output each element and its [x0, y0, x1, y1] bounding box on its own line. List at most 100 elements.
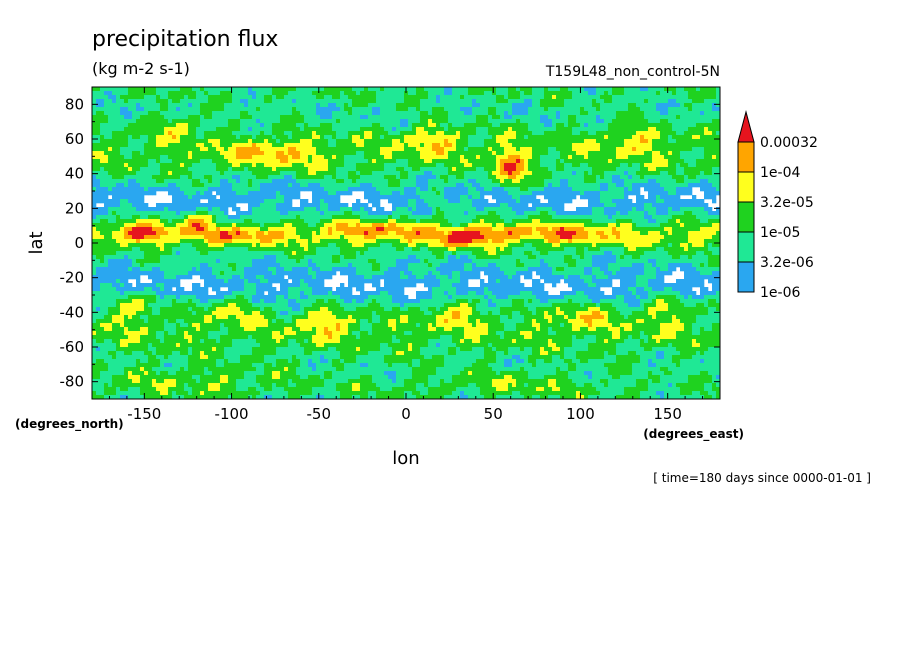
field-cell: [492, 139, 497, 144]
field-cell: [676, 159, 681, 164]
field-cell: [356, 159, 361, 164]
field-cell: [288, 171, 293, 176]
field-cell: [368, 163, 373, 168]
field-cell: [424, 155, 429, 160]
field-cell: [276, 135, 281, 140]
field-cell: [660, 139, 665, 144]
field-cell: [356, 115, 361, 120]
field-cell: [512, 147, 517, 152]
field-cell: [540, 203, 545, 208]
field-cell: [388, 159, 393, 164]
field-cell: [688, 167, 693, 172]
field-cell: [196, 131, 201, 136]
field-cell: [308, 87, 313, 92]
field-cell: [164, 131, 169, 136]
field-cell: [396, 179, 401, 184]
field-cell: [512, 167, 517, 172]
field-cell: [608, 151, 613, 156]
field-cell: [668, 87, 673, 92]
field-cell: [620, 91, 625, 96]
field-cell: [192, 95, 197, 100]
field-cell: [608, 87, 613, 92]
field-cell: [568, 163, 573, 168]
field-cell: [416, 211, 421, 216]
field-cell: [268, 195, 273, 200]
field-cell: [448, 191, 453, 196]
field-cell: [184, 91, 189, 96]
field-cell: [172, 103, 177, 108]
field-cell: [316, 203, 321, 208]
field-cell: [524, 119, 529, 124]
field-cell: [592, 119, 597, 124]
field-cell: [384, 103, 389, 108]
field-cell: [524, 135, 529, 140]
field-cell: [200, 175, 205, 180]
field-cell: [712, 163, 717, 168]
field-cell: [260, 91, 265, 96]
field-cell: [480, 119, 485, 124]
field-cell: [104, 139, 109, 144]
field-cell: [664, 87, 669, 92]
field-cell: [696, 183, 701, 188]
field-cell: [584, 95, 589, 100]
field-cell: [204, 167, 209, 172]
field-cell: [284, 115, 289, 120]
field-cell: [584, 147, 589, 152]
field-cell: [328, 195, 333, 200]
field-cell: [212, 95, 217, 100]
field-cell: [676, 131, 681, 136]
field-cell: [232, 91, 237, 96]
field-cell: [252, 95, 257, 100]
field-cell: [400, 207, 405, 212]
field-cell: [680, 155, 685, 160]
field-cell: [428, 199, 433, 204]
field-cell: [328, 187, 333, 192]
field-cell: [116, 211, 121, 216]
field-cell: [224, 163, 229, 168]
field-cell: [604, 111, 609, 116]
field-cell: [408, 95, 413, 100]
field-cell: [128, 107, 133, 112]
field-cell: [244, 151, 249, 156]
field-cell: [308, 103, 313, 108]
field-cell: [660, 95, 665, 100]
field-cell: [144, 143, 149, 148]
field-cell: [612, 171, 617, 176]
field-cell: [280, 171, 285, 176]
field-cell: [140, 103, 145, 108]
field-cell: [156, 215, 161, 220]
field-cell: [248, 163, 253, 168]
field-cell: [264, 127, 269, 132]
field-cell: [692, 91, 697, 96]
field-cell: [212, 203, 217, 208]
field-cell: [500, 187, 505, 192]
field-cell: [92, 115, 97, 120]
field-cell: [300, 187, 305, 192]
field-cell: [184, 103, 189, 108]
field-cell: [424, 215, 429, 220]
field-cell: [388, 147, 393, 152]
field-cell: [712, 111, 717, 116]
field-cell: [512, 211, 517, 216]
field-cell: [320, 151, 325, 156]
field-cell: [696, 91, 701, 96]
field-cell: [172, 195, 177, 200]
field-cell: [448, 107, 453, 112]
field-cell: [468, 179, 473, 184]
field-cell: [392, 195, 397, 200]
field-cell: [588, 131, 593, 136]
field-cell: [224, 155, 229, 160]
field-cell: [396, 191, 401, 196]
field-cell: [188, 167, 193, 172]
field-cell: [704, 119, 709, 124]
field-cell: [356, 187, 361, 192]
field-cell: [400, 203, 405, 208]
field-cell: [592, 195, 597, 200]
field-cell: [332, 191, 337, 196]
field-cell: [688, 123, 693, 128]
field-cell: [272, 159, 277, 164]
field-cell: [604, 147, 609, 152]
field-cell: [420, 183, 425, 188]
field-cell: [500, 95, 505, 100]
field-cell: [548, 195, 553, 200]
